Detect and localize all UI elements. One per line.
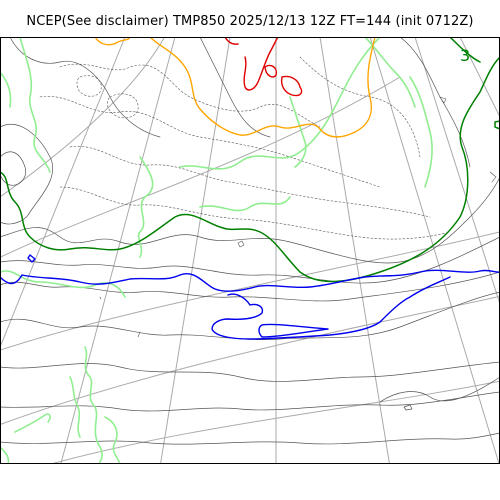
red-isoline [224, 37, 239, 45]
light-green-contour [69, 376, 81, 438]
latitude-line [0, 37, 166, 198]
dashed-isoline [106, 93, 139, 119]
small-isoline [99, 296, 102, 300]
isoline [379, 376, 500, 403]
isoline [403, 404, 413, 411]
isoline [0, 151, 26, 186]
isoline [0, 361, 500, 382]
light-green-contour [199, 196, 291, 212]
weather-map: 3 [0, 37, 500, 464]
contour-label: 3 [460, 46, 470, 65]
blue-isoline [27, 254, 36, 263]
blue-isoline [211, 276, 451, 340]
orange-isoline [149, 37, 376, 138]
light-green-contours [0, 37, 433, 464]
latitude-line [0, 231, 500, 351]
light-green-contour [84, 346, 103, 464]
longitude-line [459, 37, 500, 119]
orange-isoline [94, 37, 131, 46]
isoline [0, 271, 500, 302]
red-contours [224, 37, 303, 97]
small-isoline [489, 171, 497, 183]
isoline [0, 236, 500, 284]
isoline [9, 37, 161, 138]
blue-contours [0, 254, 500, 340]
isoline [199, 37, 271, 138]
light-green-contour [364, 37, 416, 108]
longitude-line [60, 37, 176, 464]
longitude-line [319, 37, 391, 464]
light-green-contour [0, 270, 126, 298]
longitude-line [159, 37, 231, 464]
red-isoline [243, 37, 279, 91]
longitude-line [0, 37, 126, 349]
dark-green-contour [449, 37, 481, 63]
orange-contour [94, 37, 376, 138]
dark-green-contours [0, 37, 500, 283]
isoline [0, 391, 500, 412]
small-isoline [439, 96, 447, 104]
light-green-contour [179, 37, 381, 170]
light-green-contour [137, 156, 154, 258]
dark-green-contour [0, 56, 500, 283]
blue-isoline [258, 323, 329, 338]
dashed-isoline [59, 63, 321, 128]
light-green-contour [19, 37, 51, 173]
isolines [0, 37, 500, 445]
dashed-isoline [76, 75, 102, 97]
blue-isoline [0, 269, 500, 292]
isoline [0, 176, 500, 264]
light-green-contour [0, 71, 12, 108]
red-isoline [280, 75, 303, 97]
small-isoline [137, 331, 141, 338]
map-title: NCEP(See disclaimer) TMP850 2025/12/13 1… [26, 14, 474, 29]
light-green-contour [289, 96, 307, 168]
light-green-contour [409, 76, 433, 188]
latitude-line [49, 380, 500, 464]
dashed-isoline [69, 146, 431, 218]
dashed-isoline [59, 186, 451, 240]
detail-strokes [99, 96, 497, 338]
isoline [0, 124, 54, 225]
latitude-line [0, 76, 401, 258]
light-green-contour [14, 413, 51, 433]
small-isoline [237, 240, 245, 248]
light-green-contour [0, 446, 10, 464]
light-green-contour [104, 416, 121, 464]
red-isoline [264, 64, 278, 78]
dashed-isoline [39, 96, 381, 188]
dark-green-contour [494, 120, 500, 130]
longitude-line [414, 37, 500, 306]
isoline [0, 432, 500, 445]
